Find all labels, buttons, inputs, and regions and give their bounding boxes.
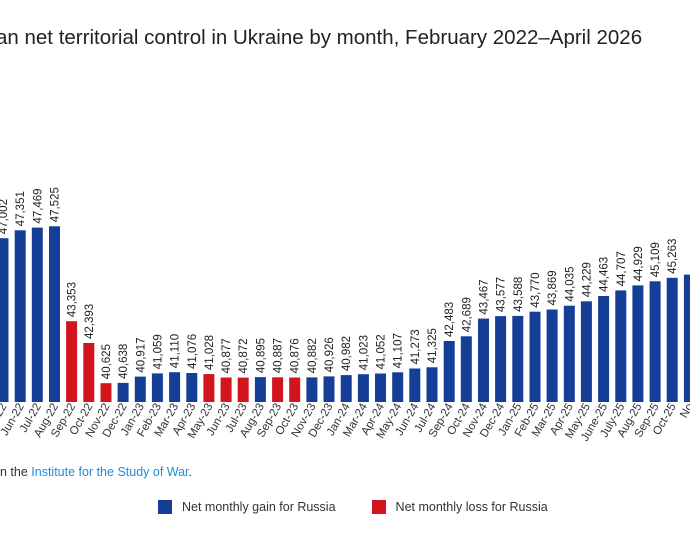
legend-item-loss: Net monthly loss for Russia — [371, 500, 548, 514]
bar-Jan-25 — [512, 315, 524, 402]
bar-Dec-23 — [323, 376, 335, 402]
bar-June-25 — [598, 296, 610, 402]
chart-title: an net territorial control in Ukraine by… — [0, 26, 643, 49]
bar-Feb-25 — [529, 311, 541, 402]
bar-Aug-25 — [632, 285, 644, 402]
bar-Apr-25 — [563, 305, 575, 402]
chart-legend: Net monthly gain for Russia Net monthly … — [158, 500, 548, 514]
bar-Nov-25 — [683, 274, 690, 402]
source-note: n the Institute for the Study of War. — [0, 465, 192, 479]
bar-Feb-23 — [151, 373, 163, 402]
value-label-Jul-22: 47,469 — [32, 188, 44, 223]
bar-May-23 — [203, 374, 215, 402]
bar-Jun-23 — [220, 377, 232, 402]
value-label-Jun-23: 40,877 — [221, 338, 233, 373]
bar-Apr-24 — [375, 373, 386, 402]
value-label-Jan-24: 40,982 — [341, 336, 353, 371]
value-label-Oct-25: 45,263 — [667, 239, 679, 274]
bar-Nov-22 — [100, 383, 112, 402]
value-label-Oct-23: 40,876 — [290, 338, 302, 373]
value-label-May-24: 41,107 — [393, 333, 405, 368]
bar-Mar-25 — [546, 309, 558, 402]
bar-Jun-24 — [409, 368, 421, 402]
value-label-Jun-24: 41,273 — [410, 329, 422, 364]
bar-Apr-22 — [0, 238, 9, 402]
value-label-Aug-25: 44,929 — [633, 246, 645, 281]
value-label-Oct-24: 42,689 — [461, 297, 473, 332]
value-label-Apr-22: 47,002 — [0, 199, 10, 234]
value-label-Aug-22: 47,525 — [50, 187, 62, 222]
value-label-Nov-23: 40,882 — [307, 338, 319, 373]
value-label-July-25: 44,707 — [616, 251, 628, 286]
value-label-Mar-25: 43,869 — [547, 270, 559, 305]
bar-Sep-25 — [649, 281, 661, 402]
value-label-Dec-23: 40,926 — [324, 337, 336, 372]
value-label-Jan-25: 43,588 — [513, 277, 525, 312]
bar-Jun-22 — [14, 230, 26, 402]
value-label-Apr-24: 41,052 — [376, 334, 388, 369]
value-label-Jan-23: 40,917 — [135, 337, 147, 372]
value-label-Oct-22: 42,393 — [84, 304, 96, 339]
x-tick-label-Nov-25: No — [678, 402, 690, 421]
bar-Aug-23 — [254, 377, 266, 402]
value-label-Feb-25: 43,770 — [530, 273, 542, 308]
bar-Jan-23 — [134, 376, 146, 402]
value-label-Dec-24: 43,577 — [496, 277, 508, 312]
value-label-Nov-24: 43,467 — [479, 279, 491, 314]
value-label-Sep-23: 40,887 — [273, 338, 285, 373]
value-label-Jul-24: 41,325 — [427, 328, 439, 363]
x-tick-label-Apr-22: 22 — [0, 402, 10, 419]
value-label-Apr-25: 44,035 — [564, 267, 576, 302]
value-label-Sep-24: 42,483 — [444, 302, 456, 337]
legend-label-gain: Net monthly gain for Russia — [182, 500, 336, 514]
value-label-Sep-25: 45,109 — [650, 242, 662, 277]
bar-Jul-24 — [426, 367, 438, 402]
value-label-Aug-23: 40,895 — [255, 338, 267, 373]
value-label-May-25: 44,229 — [581, 262, 593, 297]
bar-May-24 — [392, 372, 404, 402]
value-label-Nov-22: 40,625 — [101, 344, 113, 379]
value-label-Dec-22: 40,638 — [118, 344, 130, 379]
bar-Sep-23 — [272, 377, 284, 402]
bar-Aug-22 — [49, 226, 60, 402]
legend-label-loss: Net monthly loss for Russia — [395, 500, 548, 514]
value-label-Sep-22: 43,353 — [67, 282, 79, 317]
bar-Dec-24 — [495, 316, 507, 402]
bar-Oct-23 — [289, 377, 301, 402]
value-label-May-23: 41,028 — [204, 335, 216, 370]
value-label-Mar-24: 41,023 — [358, 335, 370, 370]
legend-item-gain: Net monthly gain for Russia — [158, 500, 336, 514]
bar-Jul-23 — [237, 377, 249, 402]
value-label-June-25: 44,463 — [599, 257, 611, 292]
source-suffix: . — [188, 465, 193, 479]
bar-Apr-23 — [186, 373, 198, 402]
bar-Oct-25 — [666, 277, 678, 402]
bar-Mar-24 — [357, 374, 369, 402]
bar-Oct-24 — [460, 336, 472, 402]
value-label-Feb-23: 41,059 — [152, 334, 164, 369]
bar-Oct-22 — [83, 343, 95, 402]
value-label-Jul-23: 40,872 — [238, 338, 250, 373]
bar-Jul-22 — [31, 227, 43, 402]
value-label-Jun-22: 47,351 — [15, 191, 27, 226]
bar-Dec-22 — [117, 382, 129, 402]
bar-Jan-24 — [340, 375, 352, 402]
bar-Sep-22 — [66, 321, 78, 402]
bar-Sep-24 — [443, 341, 455, 402]
source-prefix: n the — [0, 465, 32, 479]
legend-swatch-gain — [158, 500, 172, 514]
source-link[interactable]: Institute for the Study of War — [31, 465, 189, 479]
value-label-Apr-23: 41,076 — [187, 334, 199, 369]
bar-July-25 — [615, 290, 627, 402]
bar-May-25 — [580, 301, 592, 402]
value-label-Mar-23: 41,110 — [170, 334, 182, 368]
bar-Nov-23 — [306, 377, 318, 402]
bar-Nov-24 — [478, 318, 489, 402]
legend-swatch-loss — [371, 500, 386, 514]
bar-Mar-23 — [169, 372, 181, 402]
